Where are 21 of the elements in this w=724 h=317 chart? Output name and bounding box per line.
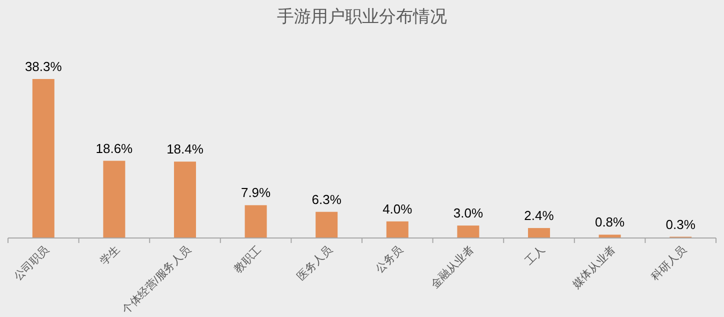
x-tick-label: 医务人员 [295, 244, 335, 284]
data-label: 4.0% [382, 201, 413, 216]
x-tick-label: 公务员 [374, 244, 406, 276]
data-label: 0.8% [594, 214, 626, 230]
x-tick-label: 工人 [523, 244, 548, 268]
x-tick-label: 学生 [98, 242, 122, 268]
data-label: 0.3% [666, 216, 696, 232]
x-tick-label: 个体经营/服务人员 [120, 242, 194, 317]
data-label: 7.9% [240, 185, 272, 200]
data-label: 2.4% [524, 208, 554, 224]
data-label: 6.3% [312, 192, 342, 207]
x-tick-label: 教职工 [232, 244, 264, 276]
x-tick-label: 公司职员 [12, 244, 52, 284]
x-tick-label: 科研人员 [649, 244, 689, 284]
data-label: 38.3% [24, 59, 62, 74]
data-label: 18.6% [96, 140, 134, 156]
x-tick-label: 金融从业者 [428, 242, 476, 292]
title: 手游用户职业分布情况 [277, 7, 447, 26]
data-label: 18.4% [166, 142, 204, 157]
data-label: 3.0% [453, 206, 484, 221]
x-tick-label: 媒体从业者 [570, 242, 618, 292]
